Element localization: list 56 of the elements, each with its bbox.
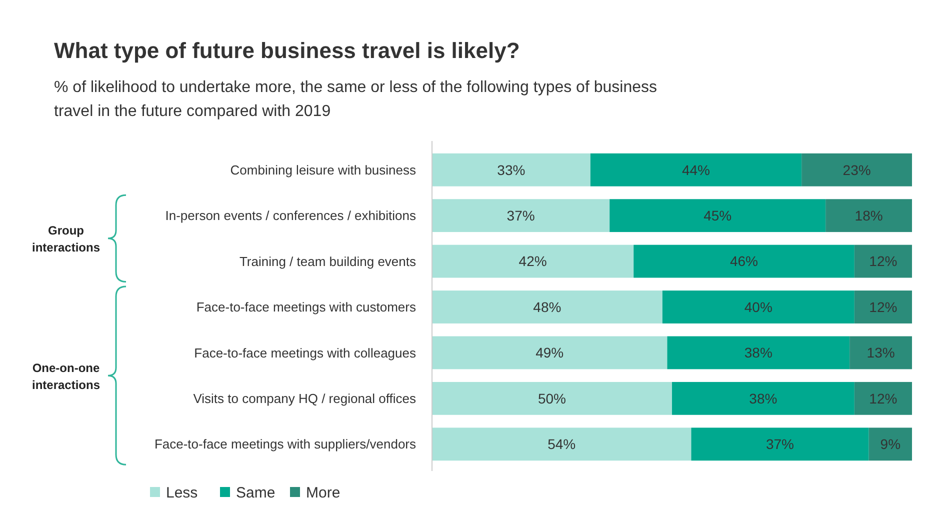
bar (854, 382, 912, 415)
bar (432, 244, 634, 278)
bar (854, 290, 912, 324)
y-tick-label: In-person events / conferences / exhibitions (165, 208, 416, 224)
chart-title: What type of future business travel is likely? (54, 38, 520, 63)
data-label: 12% (869, 253, 898, 270)
data-label: 18% (854, 207, 883, 224)
y-tick-label: Visits to company HQ / regional offices (193, 390, 416, 406)
data-label: 37% (766, 436, 794, 452)
data-label: 38% (749, 390, 778, 406)
data-label: 49% (536, 344, 564, 361)
data-label: 46% (730, 253, 758, 270)
y-tick-label: Face-to-face meetings with colleagues (194, 345, 416, 360)
y-tick-label: Combining leisure with business (230, 162, 416, 178)
data-label: 38% (744, 344, 772, 361)
data-label: 9% (880, 436, 901, 452)
bar (662, 290, 854, 324)
data-label: 13% (866, 344, 895, 361)
bar (854, 244, 912, 278)
legend-label: More (306, 484, 340, 502)
bar (432, 199, 610, 232)
data-label: 33% (497, 162, 526, 178)
data-label: 50% (538, 390, 566, 406)
data-label: 12% (869, 298, 898, 315)
legend-label: Less (166, 484, 198, 502)
data-label: 40% (744, 298, 772, 315)
bar (432, 382, 672, 415)
text: One-on-one interactions (32, 360, 100, 392)
y-tick-label: Face-to-face meetings with suppliers/vendors (154, 436, 416, 452)
bar (691, 428, 869, 461)
bar (432, 428, 692, 461)
data-label: 23% (842, 162, 871, 178)
data-label: 12% (869, 390, 898, 406)
chart-subtitle: % of likelihood to undertake more, the same or less of the following types of business travel in the future compared with 2019 (54, 79, 657, 120)
text: Group interactions (32, 224, 100, 255)
bar (802, 153, 912, 186)
bar (868, 428, 912, 461)
bar (432, 336, 668, 370)
bar (610, 199, 826, 232)
bar (672, 382, 854, 415)
data-label: 48% (533, 298, 562, 315)
data-label: 37% (506, 207, 535, 224)
y-tick-label: Face-to-face meetings with customers (196, 300, 416, 315)
bar (667, 336, 850, 370)
data-label: 45% (704, 207, 732, 224)
bar (634, 244, 854, 278)
data-label: 54% (548, 436, 576, 452)
y-tick-label: Training / team building events (239, 254, 416, 269)
bar (432, 153, 590, 186)
data-label: 44% (682, 162, 710, 178)
bar (826, 199, 912, 232)
bar (590, 153, 802, 186)
bar (432, 290, 662, 324)
legend-label: Same (236, 484, 276, 502)
bar (850, 336, 912, 370)
data-label: 42% (518, 253, 547, 270)
